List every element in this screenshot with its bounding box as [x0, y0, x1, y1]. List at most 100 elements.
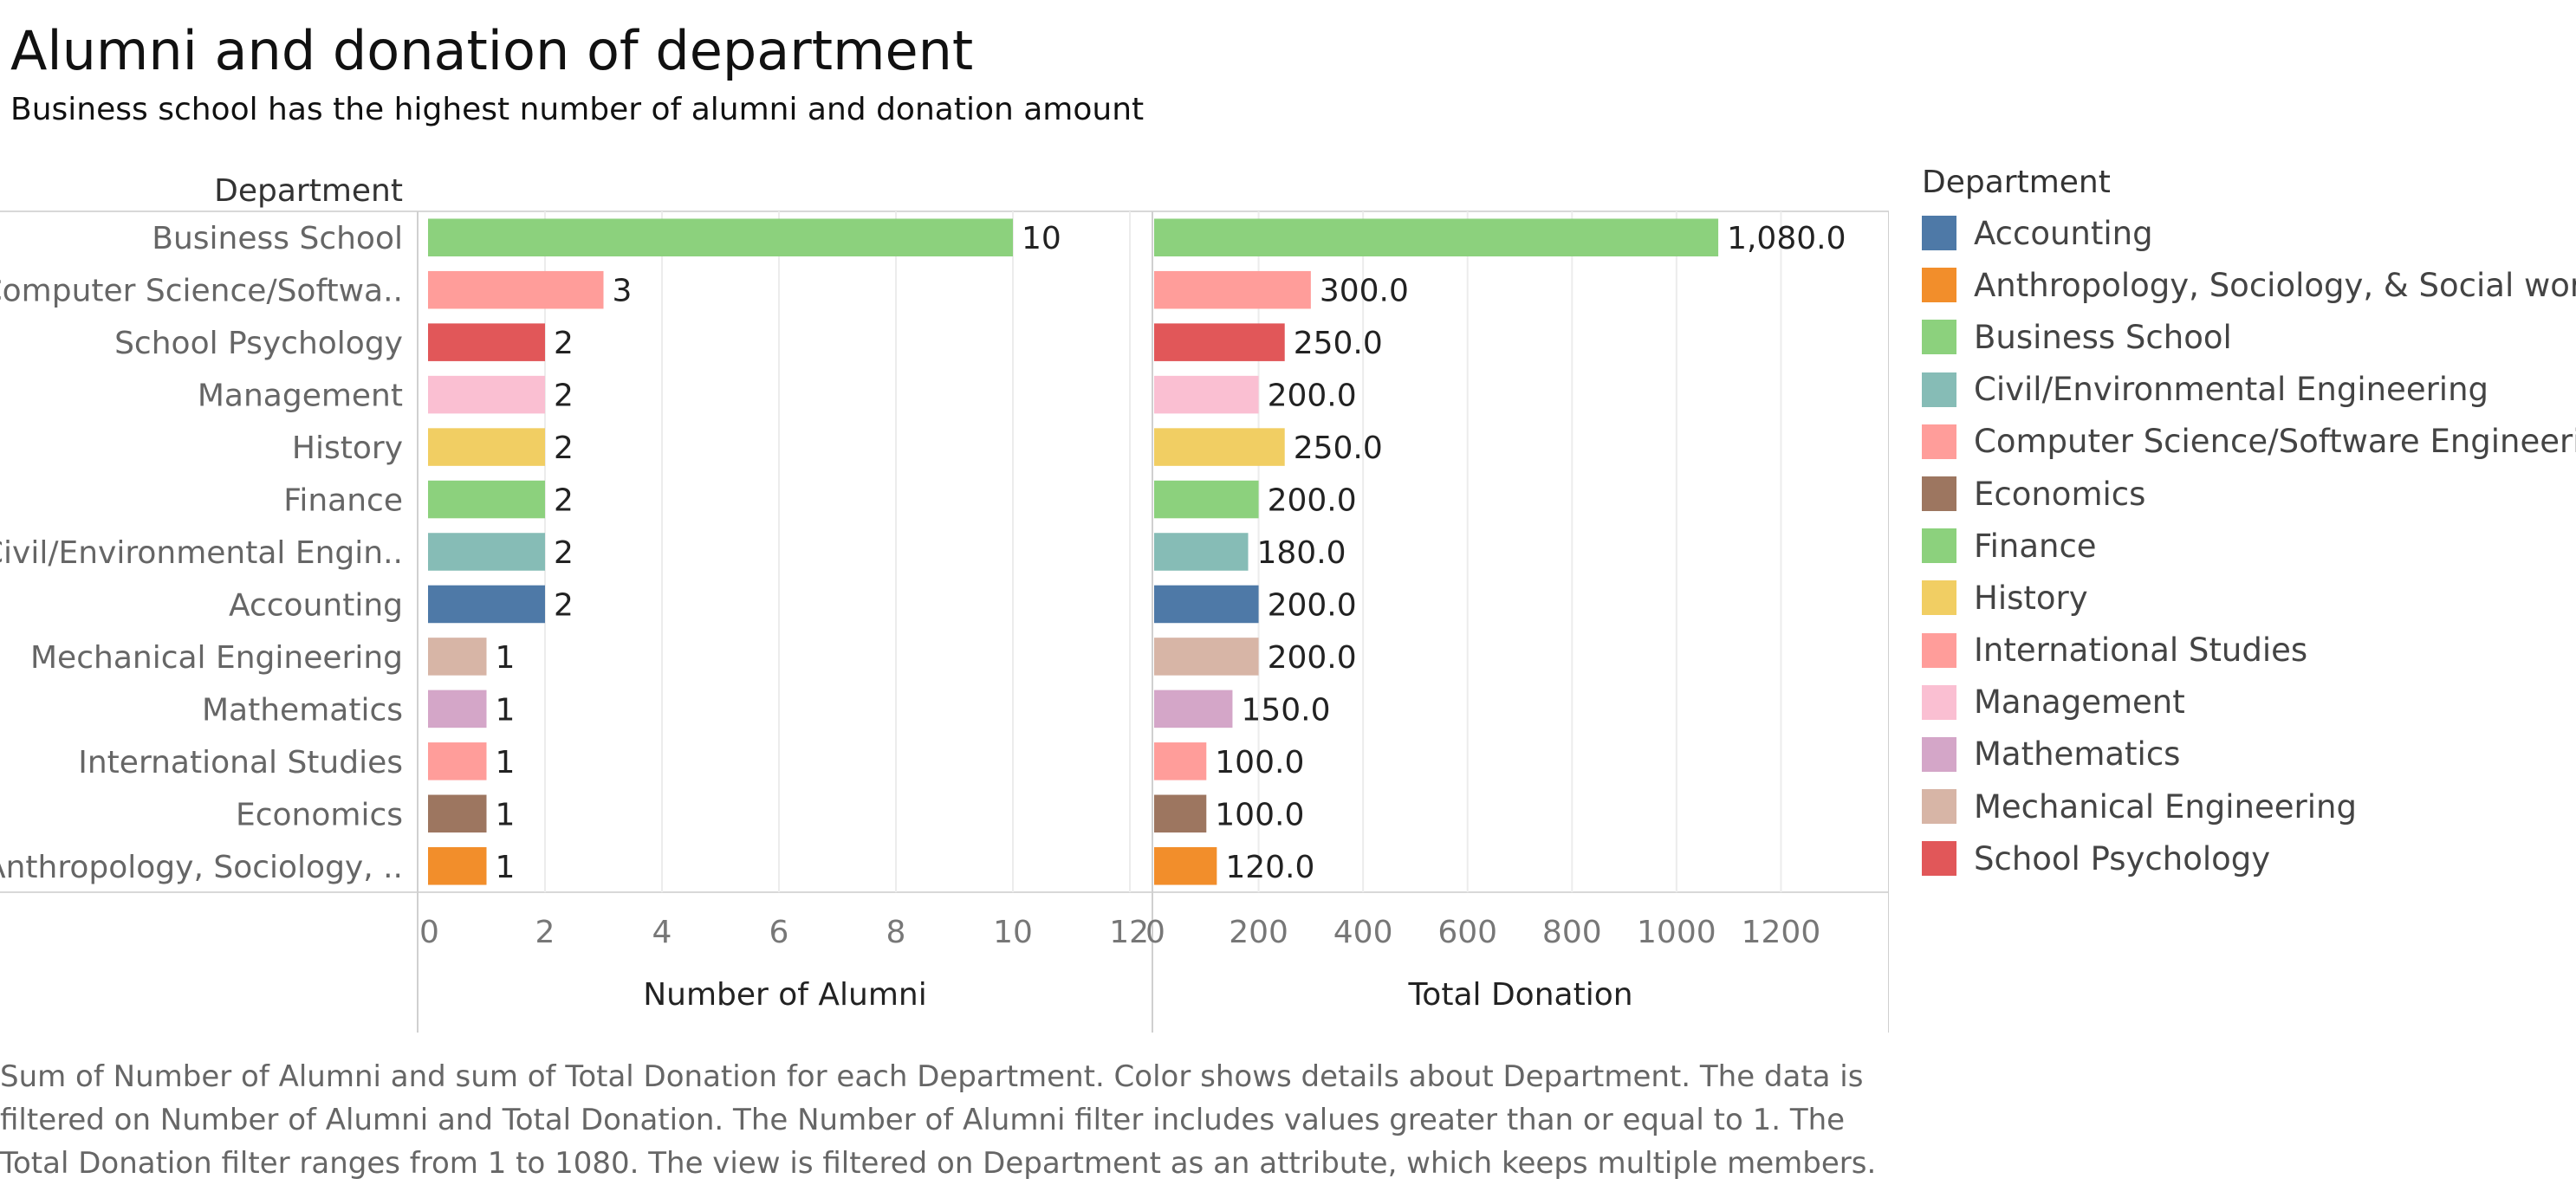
bar — [428, 585, 545, 624]
bar — [1154, 742, 1207, 780]
legend-item[interactable]: International Studies — [1922, 625, 2572, 677]
legend-label: School Psychology — [1974, 839, 2271, 877]
category-label: Management — [198, 379, 403, 414]
x-tick-label: 4 — [652, 915, 672, 950]
category-label: Civil/Environmental Engin.. — [0, 535, 403, 571]
bar-value-label: 250.0 — [1294, 431, 1383, 466]
legend-item[interactable]: Anthropology, Sociology, & Social work — [1922, 259, 2576, 311]
legend-item[interactable]: History — [1922, 572, 2572, 624]
legend-swatch — [1922, 528, 1956, 564]
bar-value-label: 300.0 — [1320, 274, 1409, 309]
bar-value-label: 120.0 — [1225, 850, 1314, 885]
bar-value-label: 3 — [613, 274, 633, 309]
legend-swatch — [1922, 841, 1956, 877]
bar — [428, 533, 545, 571]
bar-value-label: 1 — [496, 850, 516, 885]
x-axis-title: Number of Alumni — [643, 977, 927, 1013]
bar — [1154, 638, 1259, 676]
bar-value-label: 2 — [554, 587, 574, 623]
bar — [428, 270, 604, 309]
bar-value-label: 100.0 — [1215, 745, 1304, 780]
legend-item[interactable]: Economics — [1922, 468, 2572, 520]
x-tick-label: 8 — [886, 915, 906, 950]
legend-label: International Studies — [1974, 631, 2308, 670]
x-tick-label: 6 — [769, 915, 789, 950]
legend-label: Computer Science/Software Engineering — [1974, 423, 2576, 461]
bar-value-label: 100.0 — [1215, 797, 1304, 832]
legend-item[interactable]: Mathematics — [1922, 728, 2572, 780]
legend-swatch — [1922, 320, 1956, 355]
legend-swatch — [1922, 580, 1956, 616]
category-label: School Psychology — [114, 326, 403, 361]
bar-value-label: 2 — [554, 483, 574, 519]
bar-chart: Department Business School Computer Scienc… — [0, 173, 1889, 1033]
legend-swatch — [1922, 632, 1956, 668]
x-tick-label: 200 — [1229, 915, 1288, 950]
bar — [1154, 375, 1259, 414]
legend-item[interactable]: Finance — [1922, 520, 2572, 572]
x-tick-label: 400 — [1333, 915, 1393, 950]
legend-swatch — [1922, 424, 1956, 459]
x-tick-label: 1000 — [1637, 915, 1716, 950]
x-axis-title: Total Donation — [1407, 977, 1632, 1013]
bar — [1154, 690, 1233, 728]
bar — [1154, 794, 1207, 833]
legend-item[interactable]: School Psychology — [1922, 832, 2572, 884]
category-label: Finance — [283, 483, 403, 519]
bar-value-label: 200.0 — [1268, 640, 1357, 676]
legend-swatch — [1922, 476, 1956, 512]
bar — [428, 690, 487, 728]
bar — [428, 742, 487, 780]
x-tick-label: 12 — [1109, 915, 1149, 950]
bar-value-label: 1 — [496, 640, 516, 676]
bar — [1154, 533, 1249, 571]
chart-title: Alumni and donation of department — [10, 19, 974, 82]
category-label: History — [292, 431, 403, 466]
bar — [1154, 428, 1285, 466]
bar — [428, 794, 487, 833]
chart-caption: Sum of Number of Alumni and sum of Total… — [0, 1059, 1877, 1181]
x-tick-label: 10 — [993, 915, 1033, 950]
x-tick-label: 0 — [419, 915, 439, 950]
legend-label: Economics — [1974, 475, 2146, 513]
x-tick-label: 0 — [1145, 915, 1165, 950]
bar-value-label: 1 — [496, 797, 516, 832]
category-label: Mechanical Engineering — [30, 640, 403, 676]
legend-item[interactable]: Management — [1922, 677, 2572, 728]
bar-value-label: 2 — [554, 431, 574, 466]
legend-label: Anthropology, Sociology, & Social work — [1974, 266, 2576, 304]
category-label: International Studies — [78, 745, 403, 780]
legend-label: Mechanical Engineering — [1974, 787, 2357, 826]
bar-value-label: 200.0 — [1268, 379, 1357, 414]
bar — [1154, 218, 1719, 256]
legend-item[interactable]: Mechanical Engineering — [1922, 780, 2572, 832]
bar — [1154, 847, 1217, 885]
legend-title: Department — [1922, 165, 2111, 200]
bar-value-label: 2 — [554, 326, 574, 361]
bar — [428, 428, 545, 466]
bar — [1154, 585, 1259, 624]
x-tick-label: 800 — [1542, 915, 1602, 950]
bar-value-label: 250.0 — [1294, 326, 1383, 361]
category-label: Mathematics — [202, 692, 403, 728]
bar-value-label: 200.0 — [1268, 483, 1357, 519]
row-header: Department — [214, 173, 403, 209]
bar — [428, 847, 487, 885]
legend-label: History — [1974, 579, 2088, 617]
category-label: Computer Science/Softwa.. — [0, 274, 403, 309]
legend-items: Accounting Anthropology, Sociology, & Soc… — [1922, 207, 2576, 884]
color-legend: Department Accounting Anthropology, Socio… — [1922, 165, 2576, 884]
legend-item[interactable]: Civil/Environmental Engineering — [1922, 364, 2572, 416]
bar-value-label: 2 — [554, 535, 574, 571]
bar — [428, 480, 545, 519]
legend-swatch — [1922, 268, 1956, 303]
legend-item[interactable]: Computer Science/Software Engineering — [1922, 416, 2576, 468]
bar — [1154, 480, 1259, 519]
legend-swatch — [1922, 789, 1956, 825]
legend-item[interactable]: Accounting — [1922, 207, 2572, 259]
legend-item[interactable]: Business School — [1922, 311, 2572, 363]
bar-value-label: 1,080.0 — [1727, 221, 1846, 256]
category-label: Anthropology, Sociology, .. — [0, 850, 403, 885]
category-label: Economics — [236, 797, 403, 832]
category-label: Accounting — [229, 587, 403, 623]
